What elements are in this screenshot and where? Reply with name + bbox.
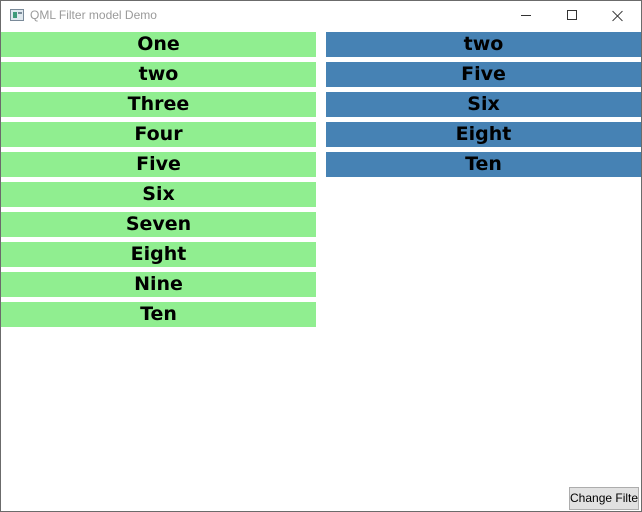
source-list-item[interactable]: Six [1,182,316,207]
close-button[interactable] [595,1,641,31]
source-list-item[interactable]: Ten [1,302,316,327]
filtered-list-item[interactable]: Eight [326,122,641,147]
filtered-list-item[interactable]: Ten [326,152,641,177]
filtered-list-item[interactable]: Five [326,62,641,87]
source-list-item[interactable]: Seven [1,212,316,237]
minimize-icon [521,15,531,16]
minimize-button[interactable] [503,1,549,31]
app-window-icon [10,9,24,21]
source-list-item[interactable]: two [1,62,316,87]
source-list-item[interactable]: Eight [1,242,316,267]
window-title: QML Filter model Demo [30,8,157,22]
source-list-item[interactable]: One [1,32,316,57]
title-bar[interactable]: QML Filter model Demo [1,1,641,31]
source-list-item[interactable]: Nine [1,272,316,297]
source-list-item[interactable]: Three [1,92,316,117]
source-list: One two Three Four Five Six Seven Eight … [1,32,316,332]
maximize-button[interactable] [549,1,595,31]
source-list-item[interactable]: Four [1,122,316,147]
filtered-list-item[interactable]: two [326,32,641,57]
maximize-icon [567,10,577,20]
filtered-list-item[interactable]: Six [326,92,641,117]
close-icon [612,10,624,22]
filtered-list: two Five Six Eight Ten [326,32,641,182]
change-filter-button[interactable]: Change Filter [569,487,639,510]
source-list-item[interactable]: Five [1,152,316,177]
